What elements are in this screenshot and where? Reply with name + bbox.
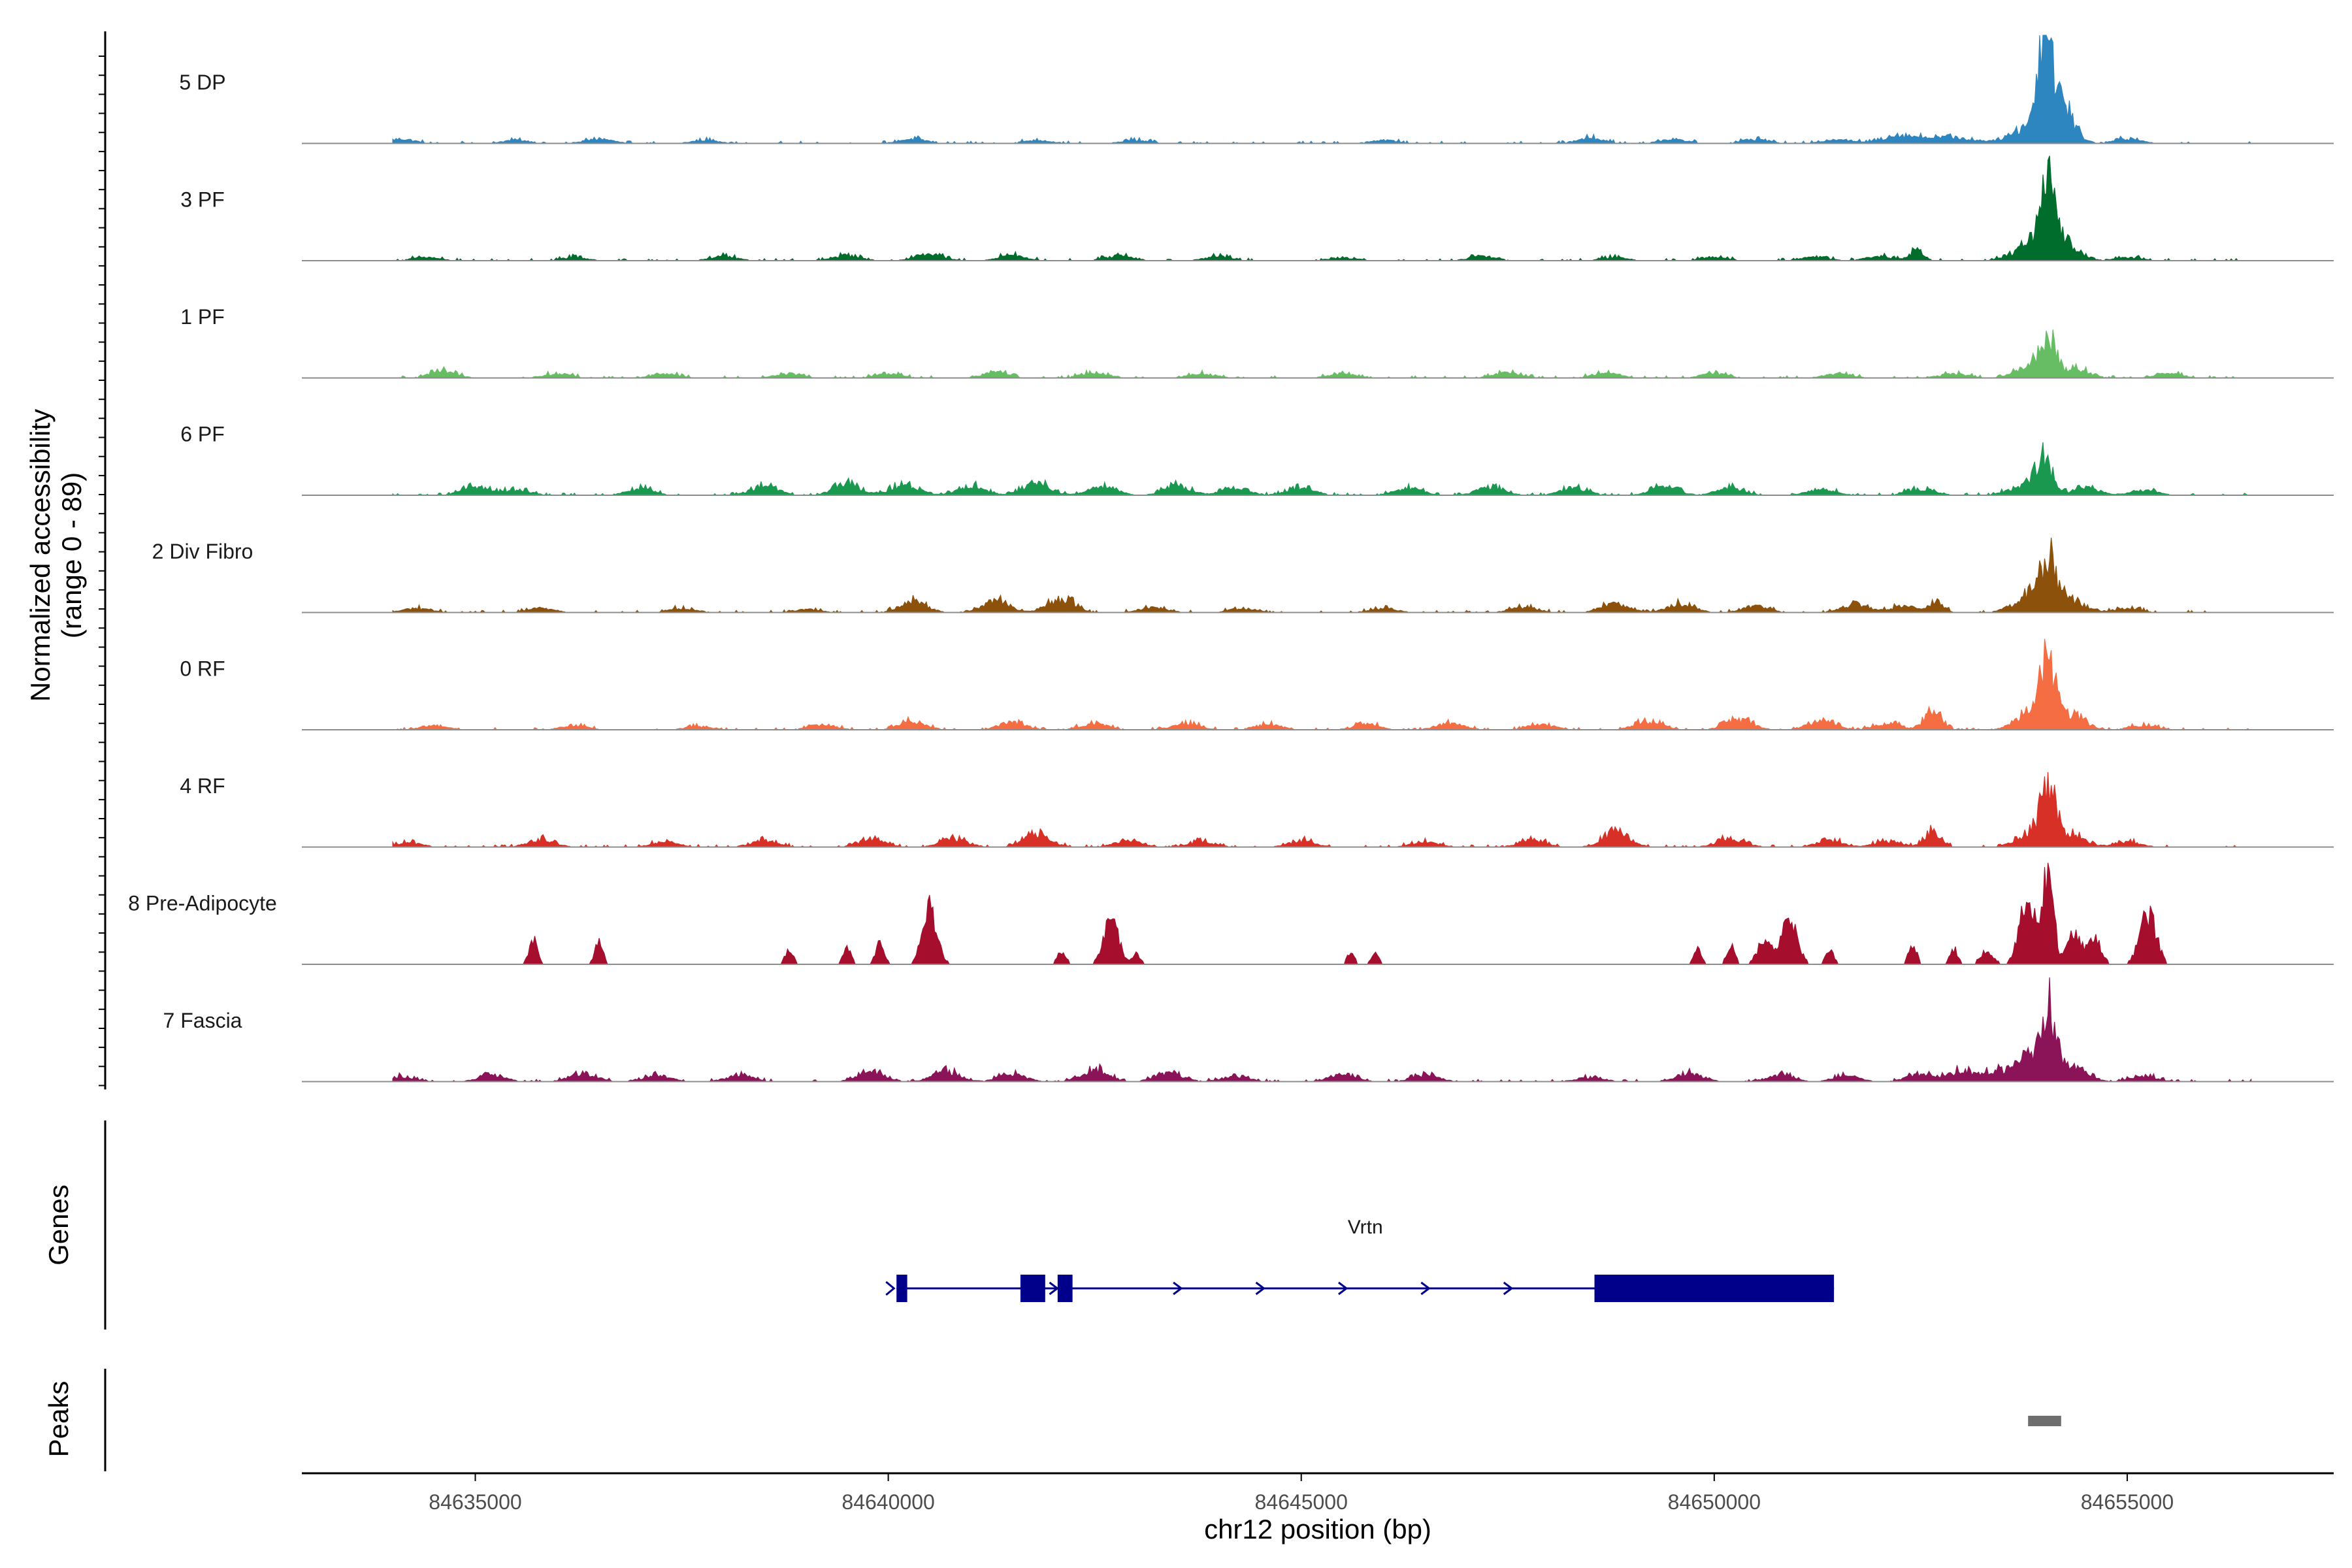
peaks-track (104, 1369, 2061, 1471)
track-5-dp: 5 DP (179, 35, 2334, 144)
track-label: 6 PF (180, 423, 225, 446)
x-tick-label: 84655000 (2081, 1490, 2174, 1514)
x-tick-label: 84645000 (1255, 1490, 1348, 1514)
coverage-tracks: 5 DP 3 PF 1 PF 6 PF 2 Div Fibro 0 RF 4 RF 8 Pre… (128, 35, 2334, 1083)
track-label: 1 PF (180, 305, 225, 329)
track-8-pre-adipocyte: 8 Pre-Adipocyte (128, 862, 2334, 965)
coverage-signal (393, 638, 2251, 730)
strand-arrow (885, 1281, 896, 1296)
y-axis-title-line1: Normalized accessibility (25, 409, 56, 702)
y-axis (99, 31, 106, 1090)
x-axis: 84635000 84640000 84645000 84650000 84655000 (302, 1472, 2334, 1514)
track-label: 7 Fascia (163, 1009, 242, 1032)
track-4-rf: 4 RF (180, 772, 2334, 848)
strand-arrow (1420, 1281, 1431, 1296)
genes-track-label: Genes (43, 1184, 74, 1266)
strand-arrow (1255, 1281, 1266, 1296)
y-axis-title-line2: (range 0 - 89) (56, 472, 87, 638)
strand-arrow (1173, 1281, 1183, 1296)
strand-arrow (1049, 1281, 1059, 1296)
coverage-signal (393, 862, 2251, 965)
peak-region (2028, 1416, 2061, 1426)
peaks-track-label: Peaks (43, 1381, 74, 1458)
track-label: 8 Pre-Adipocyte (128, 892, 277, 915)
track-label: 5 DP (179, 71, 225, 94)
track-0-rf: 0 RF (180, 638, 2334, 730)
track-7-fascia: 7 Fascia (163, 977, 2334, 1083)
track-label: 0 RF (180, 657, 225, 681)
gene-exon (1594, 1275, 1835, 1302)
track-3-pf: 3 PF (180, 155, 2334, 262)
x-axis-title: chr12 position (bp) (1204, 1514, 1431, 1544)
coverage-signal (393, 329, 2251, 379)
gene-exon (1057, 1275, 1073, 1302)
gene-exon (896, 1275, 907, 1302)
x-tick-label: 84635000 (429, 1490, 521, 1514)
track-2-div-fibro: 2 Div Fibro (152, 538, 2334, 613)
coverage-signal (393, 155, 2251, 262)
track-label: 3 PF (180, 188, 225, 212)
coverage-signal (392, 977, 2252, 1083)
coverage-signal (392, 442, 2251, 497)
genes-track (104, 1120, 1835, 1330)
gene-exon (1020, 1275, 1045, 1302)
coverage-signal (392, 35, 2253, 144)
strand-arrow (1503, 1281, 1514, 1296)
track-label: 4 RF (180, 774, 225, 798)
strand-arrow (1338, 1281, 1348, 1296)
gene-name-label: Vrtn (1348, 1217, 1383, 1238)
x-tick-label: 84640000 (841, 1490, 934, 1514)
x-tick-label: 84650000 (1668, 1490, 1761, 1514)
track-label: 2 Div Fibro (152, 540, 253, 563)
coverage-signal (392, 538, 2251, 613)
coverage-signal (392, 772, 2251, 848)
track-1-pf: 1 PF (180, 305, 2334, 379)
track-6-pf: 6 PF (180, 423, 2334, 497)
